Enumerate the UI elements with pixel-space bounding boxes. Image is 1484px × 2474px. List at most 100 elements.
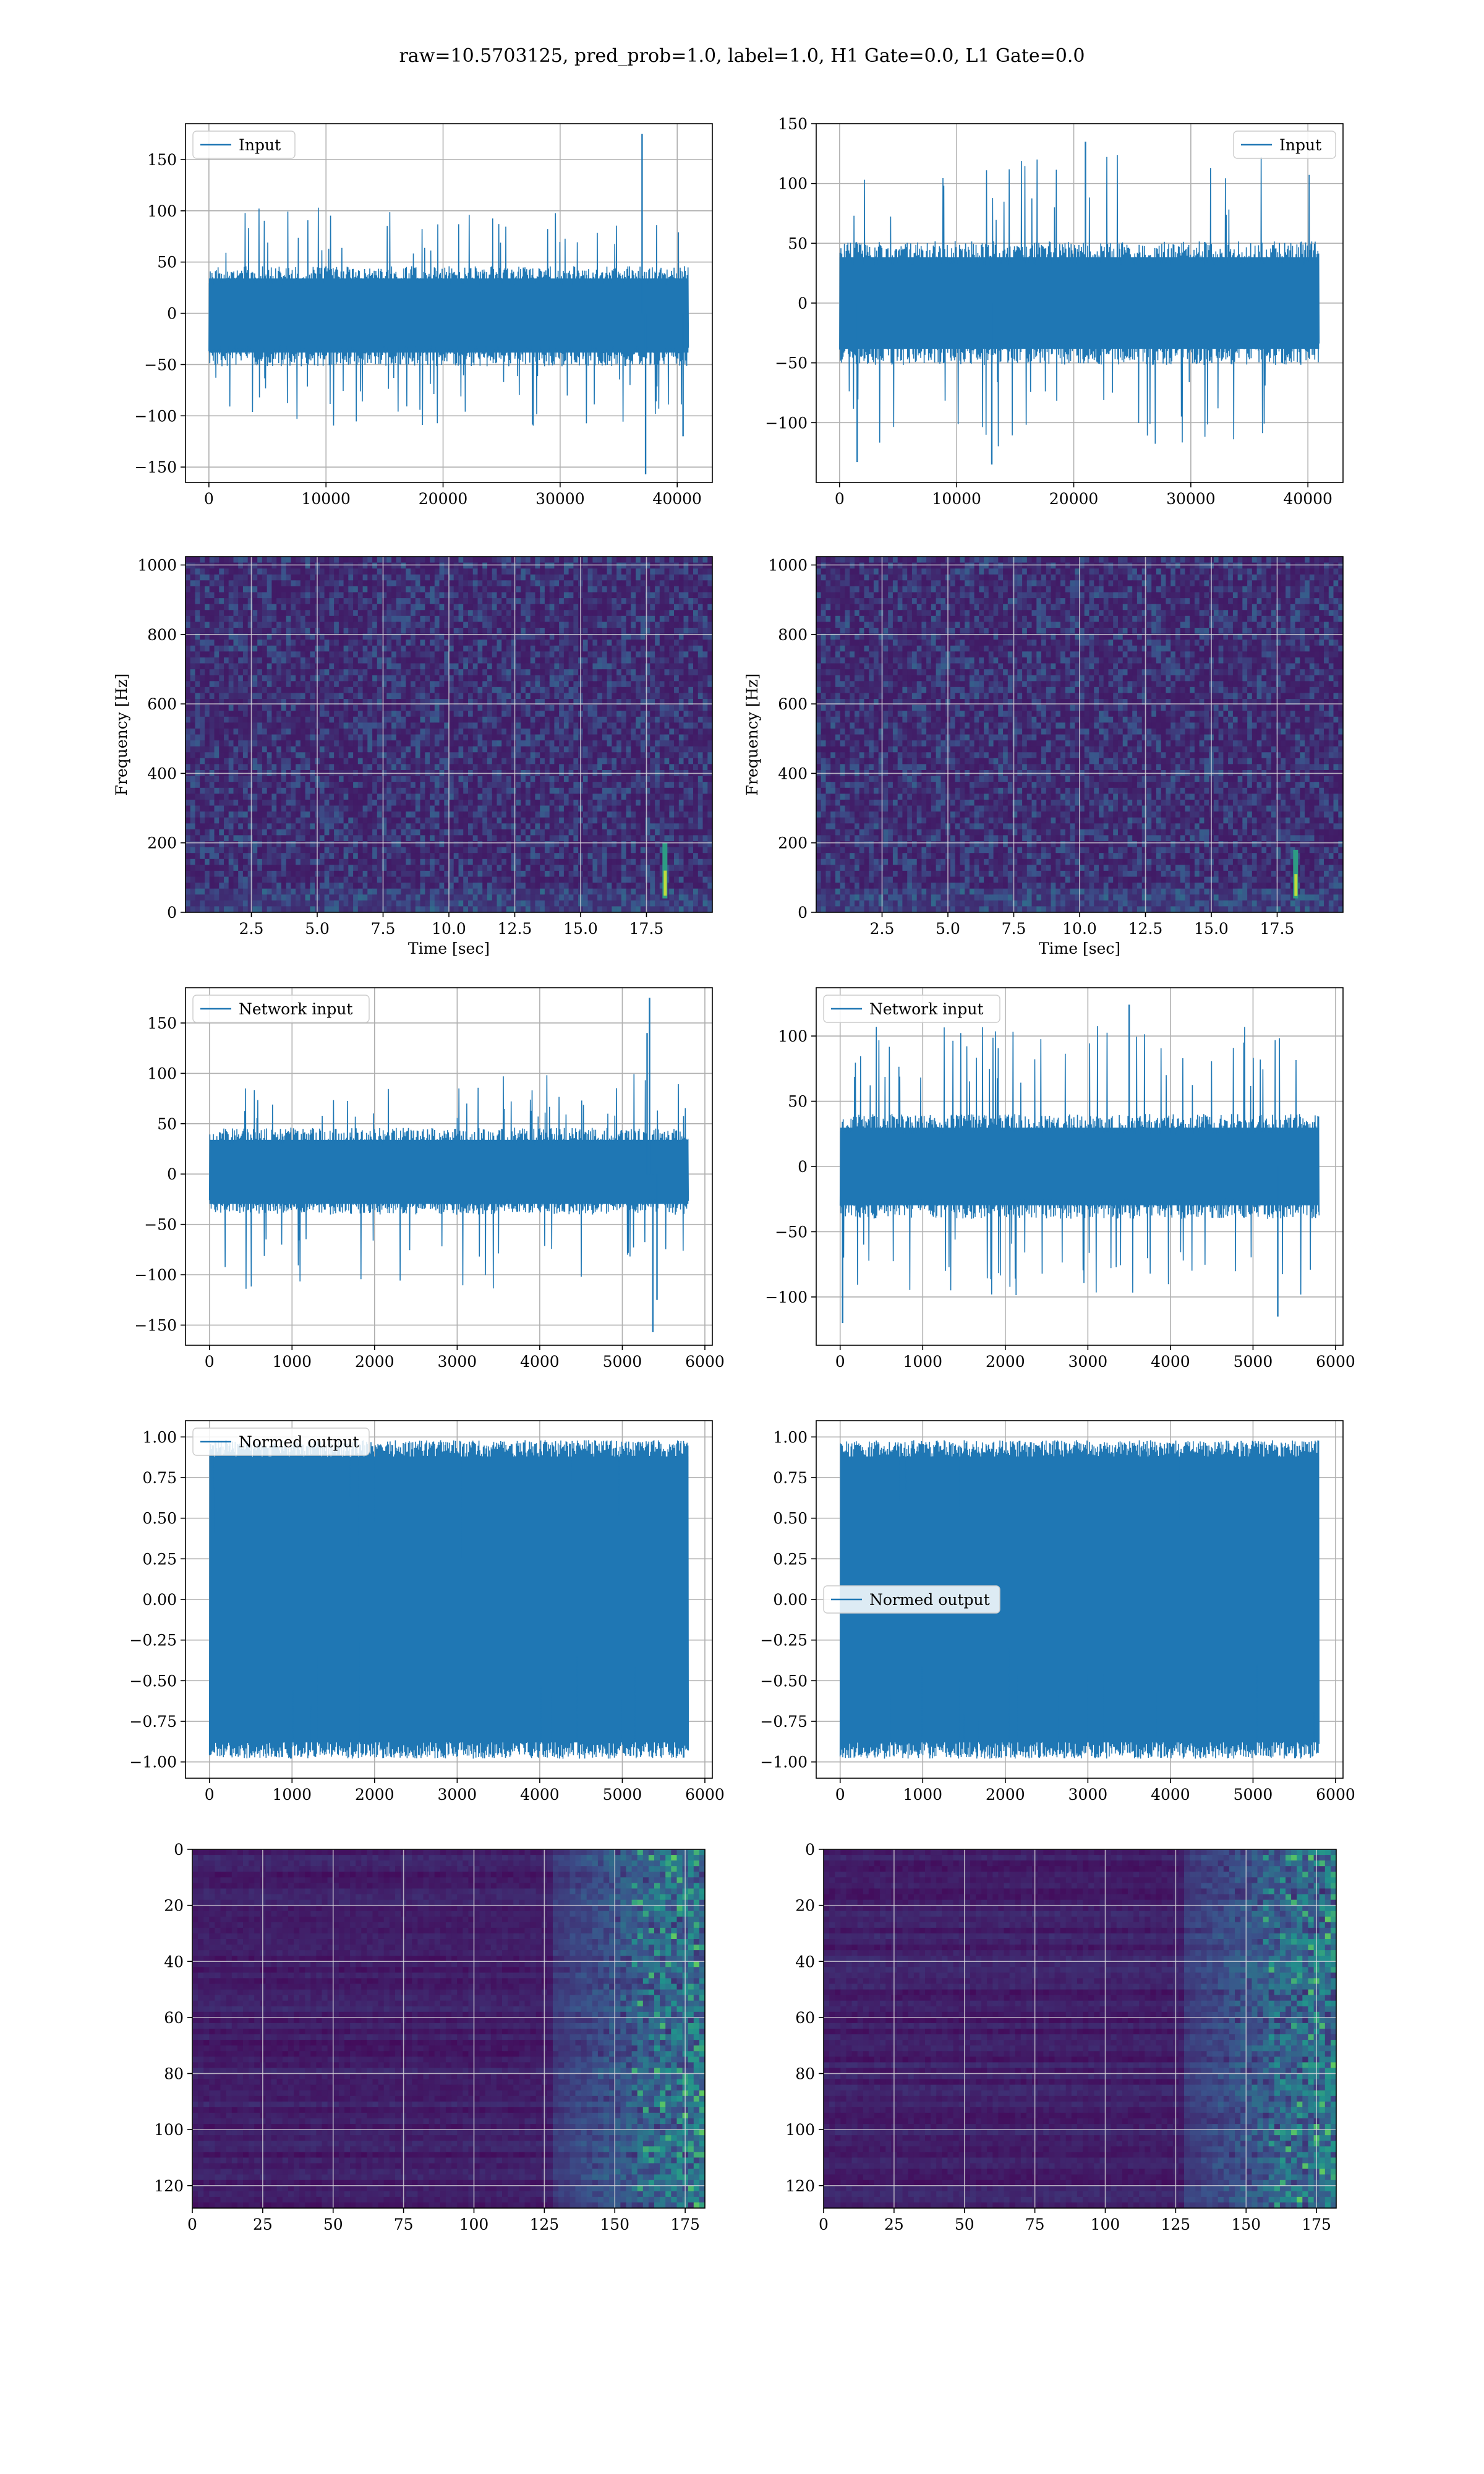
panel-r5c1: 0 25 50 75 100 125 150 175 0 20 40 60 80 100 120	[154, 1841, 706, 2233]
y-tick-label: −1.00	[129, 1753, 177, 1771]
x-tick-label: 12.5	[498, 920, 532, 938]
y-tick-label: 1.00	[773, 1428, 808, 1446]
axes-r5c1: 0 25 50 75 100 125 150 175 0 20 40 60 80 100 120	[154, 1841, 700, 2233]
x-tick-label: 15.0	[1194, 920, 1229, 938]
y-tick-label: 100	[778, 1027, 808, 1045]
y-tick-label: −100	[134, 407, 177, 425]
legend-box	[1233, 131, 1336, 159]
series-line-r1c2	[839, 155, 1320, 447]
legend-label: Network input	[239, 1000, 352, 1018]
x-tick-label: 10000	[932, 490, 981, 508]
legend-r4c1: Normed output	[192, 1427, 370, 1456]
x-tick-label: 2000	[355, 1786, 394, 1804]
x-tick-label: 3000	[1068, 1353, 1108, 1371]
heatmap-r5c1	[192, 1849, 705, 2208]
y-tick-label: 20	[164, 1897, 184, 1915]
panel-r2c1: 2.5 5.0 7.5 10.0 12.5 15.0 17.5 0 200 400 600 800 10…	[113, 556, 713, 957]
axes-r1c2: 0 10000 20000 30000 40000 −100 −50 0 50 100 150	[765, 115, 1333, 508]
x-tick-label: 7.5	[1002, 920, 1026, 938]
x-tick-label: 50	[323, 2215, 343, 2233]
x-tick-label: 0	[835, 1786, 845, 1804]
y-tick-label: 100	[147, 1064, 177, 1082]
axes-r2c2: 2.5 5.0 7.5 10.0 12.5 15.0 17.5 0 200 400 600 800 10…	[743, 556, 1294, 957]
legend-r3c2: Network input	[823, 995, 1000, 1023]
y-tick-label: 50	[788, 234, 808, 252]
series-line-r1c1	[208, 207, 689, 426]
legend-label: Normed output	[239, 1433, 359, 1451]
panel-grid: 0 10000 20000 30000 40000−150−100−5005010015…	[113, 115, 1355, 2233]
grid-r2c2	[816, 557, 1343, 913]
x-tick-label: 175	[1302, 2215, 1331, 2233]
legend-label: Input	[239, 136, 281, 154]
x-tick-label: 0	[205, 1353, 215, 1371]
legend-r1c2: Input	[1233, 131, 1336, 159]
y-tick-label: 0.75	[142, 1469, 177, 1487]
y-tick-label: 120	[785, 2177, 815, 2195]
y-tick-label: −50	[144, 356, 177, 374]
y-tick-label: −50	[144, 1216, 177, 1234]
panel-r4c2: 0 1000 2000 3000 4000 5000 6000 −1.00 −0.75 −0.50…	[760, 1420, 1355, 1804]
y-tick-label: −100	[765, 1288, 808, 1306]
series-line-r3c1	[208, 1074, 689, 1289]
x-tick-label: 6000	[685, 1786, 725, 1804]
x-tick-label: 7.5	[371, 920, 396, 938]
y-tick-label: 400	[778, 764, 808, 782]
x-tick-label: 20000	[419, 490, 468, 508]
y-tick-label: 0.25	[773, 1550, 808, 1568]
y-tick-label: −0.25	[129, 1632, 177, 1650]
y-tick-label: −100	[134, 1266, 177, 1284]
y-tick-label: 0.50	[773, 1510, 808, 1528]
x-tick-label: 175	[670, 2215, 700, 2233]
y-tick-label: −0.50	[760, 1672, 808, 1690]
x-tick-label: 0	[819, 2215, 829, 2233]
series-line-r4c1	[208, 1440, 689, 1759]
y-tick-label: 400	[147, 764, 177, 782]
x-tick-label: 0	[835, 490, 845, 508]
panel-r3c2: 0 1000 2000 3000 4000 5000 6000 −100 −50 0 50 100 Ne…	[765, 987, 1355, 1371]
y-tick-label: 800	[147, 626, 177, 644]
legend-r4c2: Normed output	[823, 1585, 1000, 1614]
y-tick-label: 50	[157, 254, 177, 272]
x-tick-label: 1000	[272, 1353, 312, 1371]
x-tick-label: 2.5	[239, 920, 264, 938]
panel-r1c2: 0 10000 20000 30000 40000 −100 −50 0 50 100 150 Inp…	[765, 115, 1344, 508]
x-tick-label: 30000	[1166, 490, 1216, 508]
x-tick-label: 6000	[685, 1353, 725, 1371]
x-tick-label: 25	[253, 2215, 273, 2233]
y-tick-label: 120	[154, 2177, 184, 2195]
y-tick-label: 150	[778, 115, 808, 133]
y-tick-label: 0.50	[142, 1510, 177, 1528]
x-tick-label: 4000	[1151, 1786, 1190, 1804]
axes-frame-r3c1	[185, 987, 713, 1346]
x-tick-label: 2.5	[870, 920, 895, 938]
y-tick-label: 1000	[768, 556, 808, 574]
x-tick-label: 2000	[986, 1353, 1025, 1371]
panel-r4c1: 0 1000 2000 3000 4000 5000 6000 −1.00 −0.75 −0.50…	[129, 1420, 725, 1804]
x-tick-label: 30000	[535, 490, 585, 508]
x-tick-label: 1000	[903, 1353, 942, 1371]
y-tick-label: 60	[164, 2009, 184, 2027]
x-tick-label: 1000	[903, 1786, 942, 1804]
x-tick-label: 2000	[986, 1786, 1025, 1804]
figure-title: raw=10.5703125, pred_prob=1.0, label=1.0…	[399, 45, 1085, 67]
y-tick-label: 80	[164, 2065, 184, 2083]
y-tick-label: −50	[775, 354, 808, 372]
x-tick-label: 6000	[1316, 1786, 1355, 1804]
x-tick-label: 50	[955, 2215, 974, 2233]
x-tick-label: 1000	[272, 1786, 312, 1804]
y-tick-label: 0.00	[773, 1591, 808, 1609]
x-tick-label: 4000	[520, 1353, 560, 1371]
legend-box	[192, 1427, 370, 1456]
x-tick-label: 5000	[1234, 1786, 1273, 1804]
x-tick-label: 10.0	[432, 920, 466, 938]
y-tick-label: 100	[147, 202, 177, 220]
legend-label: Input	[1279, 136, 1321, 154]
x-tick-label: 0	[835, 1353, 845, 1371]
y-tick-label: 100	[154, 2121, 184, 2139]
y-tick-label: 0	[798, 294, 808, 312]
x-tick-label: 20000	[1049, 490, 1099, 508]
y-tick-label: 200	[147, 834, 177, 852]
x-tick-label: 40000	[1283, 490, 1333, 508]
y-tick-label: 0	[798, 904, 808, 922]
